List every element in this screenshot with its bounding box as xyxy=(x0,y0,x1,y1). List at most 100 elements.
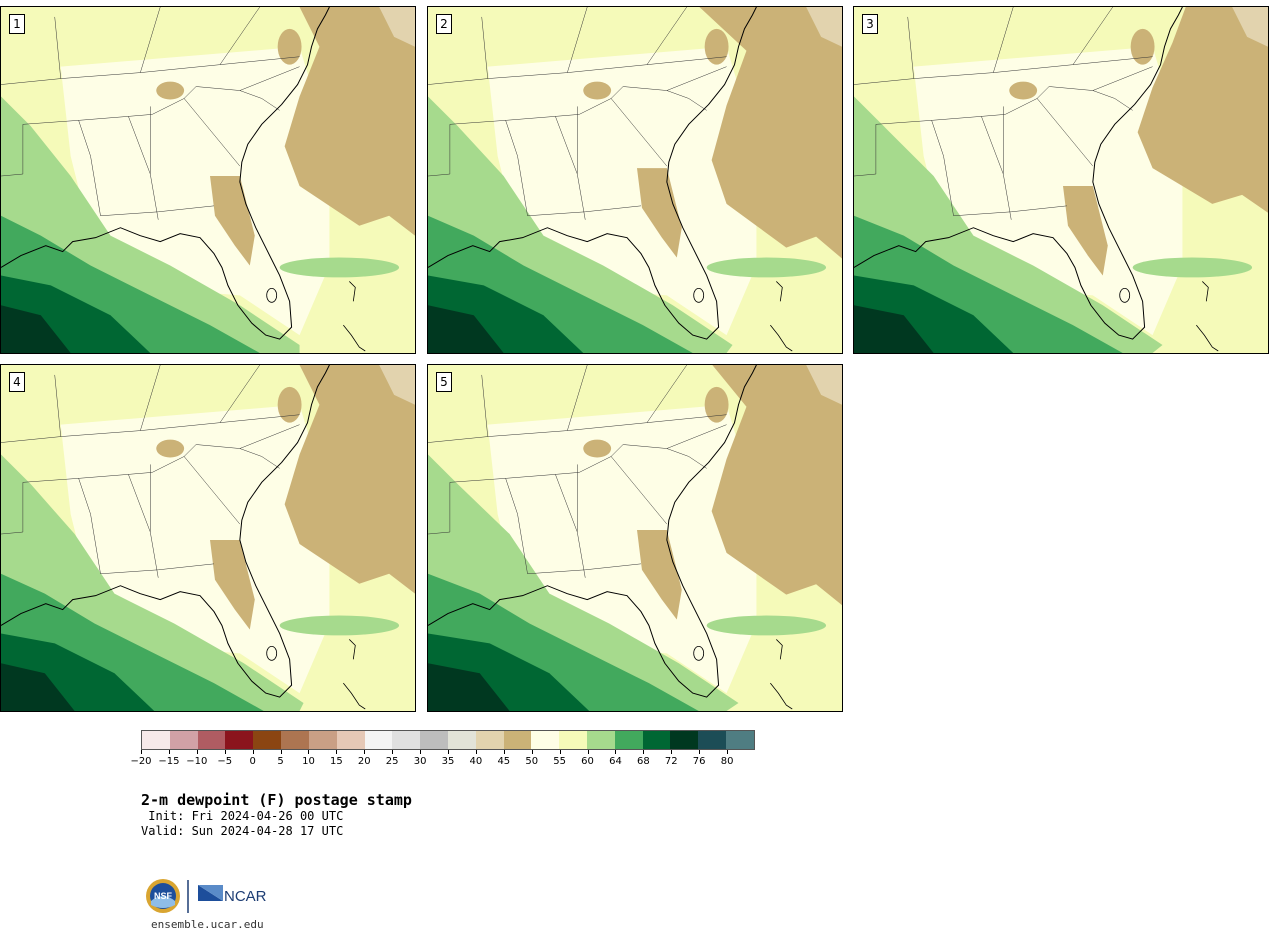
dewpoint-map-5 xyxy=(428,365,842,711)
colorbar-segment xyxy=(420,731,448,749)
state-border xyxy=(1036,98,1094,167)
state-border xyxy=(54,374,61,437)
member-label-4: 4 xyxy=(9,372,25,392)
state-border xyxy=(907,16,914,79)
colorbar-tick xyxy=(671,750,673,754)
state-border xyxy=(527,563,641,575)
state-border xyxy=(931,120,954,216)
colorbar-tick xyxy=(252,750,254,754)
state-border xyxy=(623,444,707,469)
colorbar-tick-label: 60 xyxy=(581,756,594,767)
colorbar-tick-label: 40 xyxy=(469,756,483,767)
colorbar-tick-label: 35 xyxy=(441,756,455,767)
state-border xyxy=(1092,66,1153,91)
colorbar-segment xyxy=(364,731,393,749)
colorbar-segment xyxy=(392,731,421,749)
colorbar-tick xyxy=(475,750,477,754)
state-border xyxy=(875,114,1006,125)
state-border xyxy=(183,98,241,167)
dewpoint-map-4 xyxy=(1,365,415,711)
colorbar-tick-label: 10 xyxy=(302,756,315,767)
lake xyxy=(266,287,278,303)
coastline xyxy=(428,7,757,340)
state-border xyxy=(481,16,488,79)
state-border xyxy=(196,444,280,469)
state-border xyxy=(449,114,580,125)
state-border xyxy=(22,472,153,483)
colorbar-tick xyxy=(168,750,170,754)
state-border xyxy=(239,424,300,449)
colorbar-tick-label: −10 xyxy=(186,756,208,767)
dewpoint-map-3 xyxy=(854,7,1268,353)
state-border xyxy=(527,205,641,217)
colorbar-segment xyxy=(531,731,560,749)
colorbar-tick xyxy=(224,750,226,754)
state-border xyxy=(1,124,24,177)
product-title: 2-m dewpoint (F) postage stamp xyxy=(141,791,412,809)
member-label-5: 5 xyxy=(436,372,452,392)
colorbar-tick-label: −20 xyxy=(130,756,152,767)
member-label-3: 3 xyxy=(862,14,878,34)
dewpoint-map-2 xyxy=(428,7,842,353)
state-border xyxy=(579,86,624,115)
state-border xyxy=(993,7,1014,73)
state-border xyxy=(54,16,61,79)
colorbar-tick-label: 5 xyxy=(277,756,284,767)
colorbar-segment xyxy=(559,731,587,749)
ensemble-member-map-1: 1 xyxy=(0,6,416,354)
lake xyxy=(1119,287,1131,303)
state-border xyxy=(78,120,101,216)
ncar-logo-icon: NCAR xyxy=(198,885,267,905)
colorbar-segment xyxy=(197,731,226,749)
state-border xyxy=(196,86,280,111)
valid-time: Valid: Sun 2024-04-28 17 UTC xyxy=(141,824,344,838)
state-border xyxy=(646,7,687,65)
dewpoint-map-1 xyxy=(1,7,415,353)
coastline xyxy=(854,7,1183,340)
coastline xyxy=(428,365,757,698)
colorbar-tick xyxy=(364,750,366,754)
state-border xyxy=(1005,86,1050,115)
state-border xyxy=(449,472,580,483)
website-url: ensemble.ucar.edu xyxy=(151,918,264,931)
colorbar-segment xyxy=(308,731,337,749)
state-border xyxy=(666,424,727,449)
state-border xyxy=(78,478,101,574)
state-border xyxy=(428,482,451,535)
state-border xyxy=(22,114,153,125)
ensemble-member-map-5: 5 xyxy=(427,364,843,712)
colorbar-segment xyxy=(336,731,365,749)
coastline xyxy=(1,365,330,698)
colorbar-tick-label: −5 xyxy=(217,756,233,767)
colorbar-tick xyxy=(392,750,394,754)
state-border xyxy=(481,374,488,437)
ensemble-member-map-3: 3 xyxy=(853,6,1269,354)
state-border xyxy=(428,56,727,85)
lake xyxy=(693,287,705,303)
colorbar-segment xyxy=(169,731,198,749)
colorbar-tick-label: 25 xyxy=(385,756,399,767)
colorbar-segment xyxy=(642,731,671,749)
colorbar-tick xyxy=(420,750,422,754)
member-label-1: 1 xyxy=(9,14,25,34)
nsf-seal-icon: NSF xyxy=(146,879,180,913)
state-border xyxy=(1049,86,1133,111)
colorbar-segment xyxy=(281,731,309,749)
colorbar-tick-label: 15 xyxy=(329,756,343,767)
dewpoint-colorbar xyxy=(141,730,755,750)
colorbar-tick-label: 64 xyxy=(609,756,622,767)
state-border xyxy=(854,56,1153,85)
colorbar-tick xyxy=(699,750,701,754)
colorbar-tick xyxy=(196,750,198,754)
colorbar-segment xyxy=(726,731,754,749)
colorbar-segment xyxy=(225,731,254,749)
colorbar-segment xyxy=(447,731,476,749)
state-border xyxy=(610,98,668,167)
colorbar-tick xyxy=(559,750,561,754)
state-border xyxy=(623,86,707,111)
state-border xyxy=(140,7,161,73)
state-border xyxy=(953,205,1067,217)
colorbar-tick-label: 68 xyxy=(636,756,650,767)
state-border xyxy=(183,456,241,525)
state-border xyxy=(239,66,300,91)
